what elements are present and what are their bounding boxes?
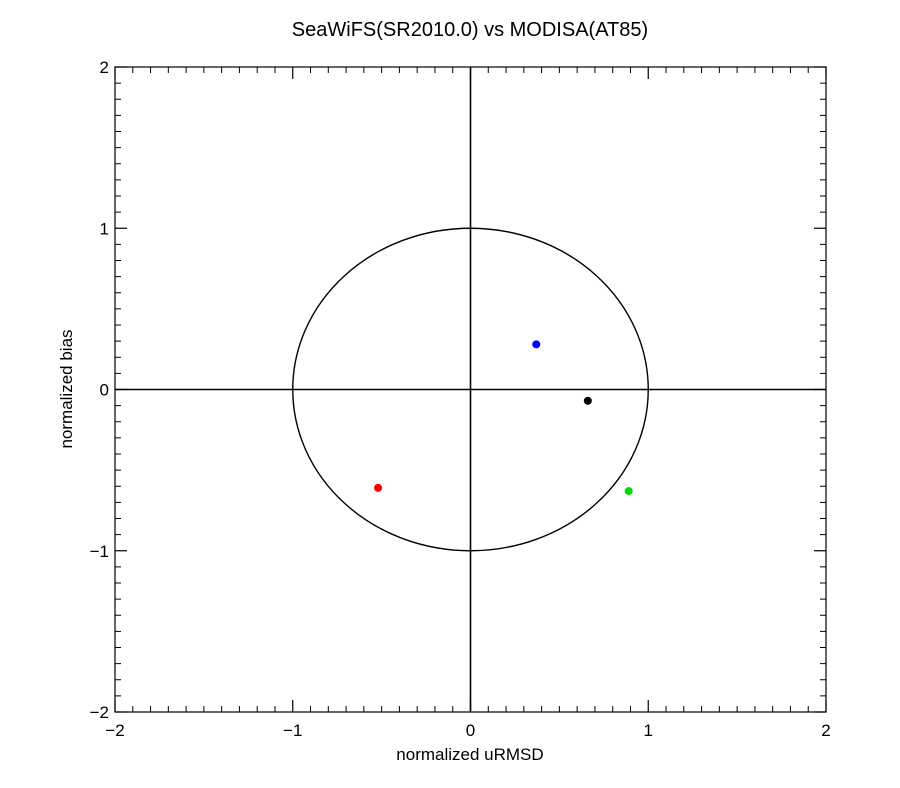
data-points [374, 340, 633, 496]
y-tick-label: 2 [100, 58, 109, 77]
y-axis-label: normalized bias [57, 329, 76, 448]
y-tick-label: 1 [100, 219, 109, 238]
data-point [583, 396, 592, 405]
y-tick-label: −2 [90, 703, 109, 722]
x-tick-labels: −2 −1 0 1 2 [105, 721, 830, 740]
minor-ticks [115, 67, 826, 712]
y-tick-label: −1 [90, 542, 109, 561]
chart-title: SeaWiFS(SR2010.0) vs MODISA(AT85) [292, 19, 648, 41]
x-tick-label: 1 [644, 721, 653, 740]
x-tick-label: 2 [821, 721, 830, 740]
y-tick-labels: −2 −1 0 1 2 [90, 58, 109, 722]
unit-reference-circle [292, 227, 649, 552]
data-point [532, 340, 541, 349]
data-point [624, 487, 633, 496]
x-tick-label: −2 [105, 721, 124, 740]
x-axis-label: normalized uRMSD [396, 745, 543, 764]
x-tick-label: −1 [283, 721, 302, 740]
major-ticks [114, 66, 827, 713]
y-tick-label: 0 [100, 381, 109, 400]
x-tick-label: 0 [466, 721, 475, 740]
data-point [374, 483, 383, 492]
